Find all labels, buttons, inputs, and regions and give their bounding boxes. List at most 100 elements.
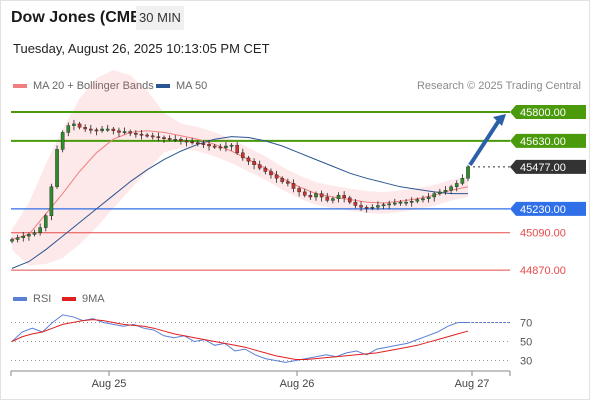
legend-ma50: MA 50: [156, 80, 207, 92]
candle-body: [190, 141, 194, 144]
candle-body: [122, 131, 127, 133]
rsi-tick-1: 50: [520, 337, 532, 349]
candle-body: [184, 140, 189, 143]
candle-body: [347, 197, 352, 203]
candle-body: [449, 186, 453, 191]
rsi-panel: 70 50 30: [11, 314, 532, 368]
level-label-1: 45630.00: [510, 133, 586, 148]
candle-body: [263, 167, 268, 172]
candle-body: [280, 178, 285, 182]
candle-body: [415, 199, 420, 202]
candle-body: [145, 134, 149, 137]
candle-body: [342, 195, 346, 199]
legend-swatch-rsi: [13, 297, 27, 301]
level-labels: 45800.00 45630.00 45477.00 45230.00 45090.00…: [510, 105, 586, 277]
level-label-box-2: [510, 159, 586, 174]
candle-body: [167, 138, 172, 140]
candle-body: [314, 193, 318, 198]
level-label-0: 45800.00: [510, 105, 586, 119]
candle-body: [77, 123, 82, 128]
candle-body: [404, 201, 408, 204]
candle-body: [10, 239, 14, 242]
legend-rsi: RSI: [13, 293, 51, 305]
candle-body: [302, 191, 307, 196]
candle-body: [173, 138, 178, 141]
time-tick-label-2: Aug 27: [455, 378, 490, 390]
moving-averages: [11, 130, 469, 269]
candle-body: [409, 201, 414, 203]
time-axis: Aug 25 Aug 26 Aug 27: [10, 370, 511, 390]
candle-body: [319, 193, 324, 198]
level-label-box-3: [510, 201, 586, 216]
candle-body: [21, 235, 26, 239]
candle-body: [134, 133, 138, 135]
candle-body: [207, 144, 211, 147]
candle-body: [381, 204, 386, 207]
legend-ma20: MA 20 + Bollinger Bands: [13, 80, 154, 92]
level-label-text-2: 45477.00: [520, 162, 566, 174]
candle-body: [325, 196, 330, 201]
candle-body: [117, 130, 121, 133]
level-label-5: 44870.00: [520, 265, 566, 277]
rsi-tick-0: 70: [520, 318, 532, 330]
level-label-text-4: 45090.00: [520, 228, 566, 240]
candle-body: [359, 205, 363, 208]
level-label-box-0: [510, 105, 586, 119]
candle-body: [364, 206, 369, 209]
candle-body: [32, 232, 37, 235]
candle-body: [229, 144, 234, 147]
candle-body: [89, 128, 93, 131]
candle-body: [111, 128, 116, 131]
level-label-text-5: 44870.00: [520, 265, 566, 277]
candle-body: [27, 234, 31, 237]
candle-body: [139, 133, 144, 136]
candle-body: [274, 174, 279, 179]
candle-body: [291, 183, 296, 189]
candle-body: [60, 132, 65, 150]
candle-body: [49, 186, 54, 216]
candle-body: [269, 171, 273, 176]
candle-body: [454, 183, 459, 187]
arrow-shaft: [468, 117, 502, 167]
candle-body: [376, 205, 380, 208]
arrow-head: [493, 114, 506, 126]
candle-body: [43, 215, 48, 228]
candle-body: [94, 129, 99, 132]
candle-body: [162, 137, 166, 139]
candle-body: [286, 181, 290, 184]
candles: [10, 119, 470, 244]
candle-body: [72, 123, 76, 126]
time-tick-label-0: Aug 25: [92, 378, 127, 390]
level-label-text-3: 45230.00: [520, 204, 566, 216]
legend-swatch-ma50: [156, 84, 170, 88]
candle-body: [398, 201, 403, 204]
candle-body: [66, 125, 71, 133]
candle-body: [218, 146, 223, 149]
candle-body: [179, 138, 183, 142]
candle-body: [201, 143, 206, 145]
candle-body: [150, 135, 155, 138]
bollinger-band: [12, 70, 468, 266]
ma20-line: [11, 130, 469, 240]
level-label-3: 45230.00: [510, 201, 586, 216]
candle-body: [224, 145, 228, 148]
legend-swatch-ma20: [13, 84, 27, 88]
candle-body: [257, 164, 262, 169]
candle-body: [297, 188, 301, 193]
timestamp: Tuesday, August 26, 2025 10:13:05 PM CET: [13, 41, 270, 56]
instrument-title: Dow Jones (CME): [11, 9, 147, 26]
candle-body: [393, 202, 397, 205]
bollinger-band-area: [12, 70, 468, 266]
interval-button[interactable]: 30 MIN: [136, 6, 184, 30]
level-lines: [11, 111, 510, 271]
legend-swatch-9ma: [62, 297, 76, 301]
candle-body: [353, 201, 358, 206]
candle-body: [466, 166, 470, 179]
legend-label-rsi: RSI: [33, 293, 52, 305]
candle-body: [212, 145, 217, 148]
candle-body: [83, 127, 87, 130]
candle-body: [460, 178, 465, 184]
candle-body: [15, 237, 20, 240]
candle-body: [128, 131, 133, 134]
ma50-line: [11, 136, 468, 269]
